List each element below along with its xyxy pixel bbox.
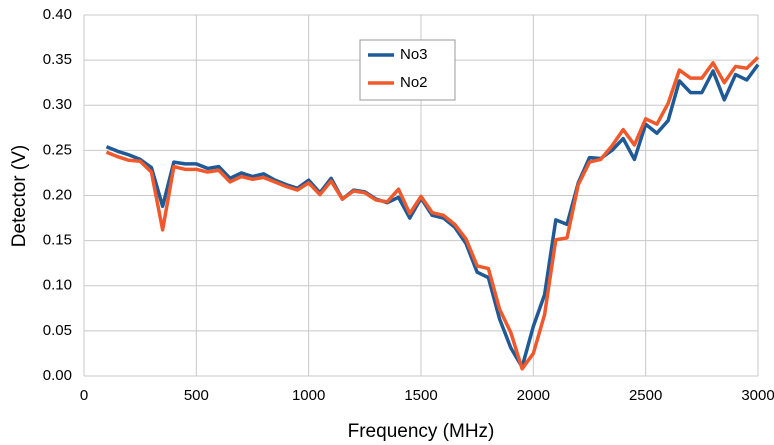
x-tick-label: 1500 [404, 387, 437, 404]
y-tick-label: 0.35 [43, 51, 72, 68]
legend-box [359, 39, 456, 101]
series-line [105, 56, 760, 371]
x-tick-label: 1000 [292, 387, 325, 404]
legend-label: No3 [400, 46, 428, 63]
y-tick-label: 0.20 [43, 186, 72, 203]
y-tick-label: 0.05 [43, 322, 72, 339]
x-axis-label: Frequency (MHz) [348, 421, 495, 442]
y-tick-label: 0.40 [43, 6, 72, 23]
x-tick-label: 2500 [629, 387, 662, 404]
y-tick-label: 0.15 [43, 232, 72, 249]
x-tick-label: 2000 [517, 387, 550, 404]
y-tick-label: 0.10 [43, 277, 72, 294]
x-tick-label: 500 [184, 387, 209, 404]
y-tick-label: 0.30 [43, 96, 72, 113]
y-tick-label: 0.25 [43, 141, 72, 158]
x-tick-label: 0 [80, 387, 88, 404]
series-line [105, 63, 760, 369]
y-axis-label: Detector (V) [9, 145, 30, 247]
legend-label: No2 [400, 74, 428, 91]
y-tick-label: 0.00 [43, 367, 72, 384]
x-tick-label: 3000 [741, 387, 774, 404]
